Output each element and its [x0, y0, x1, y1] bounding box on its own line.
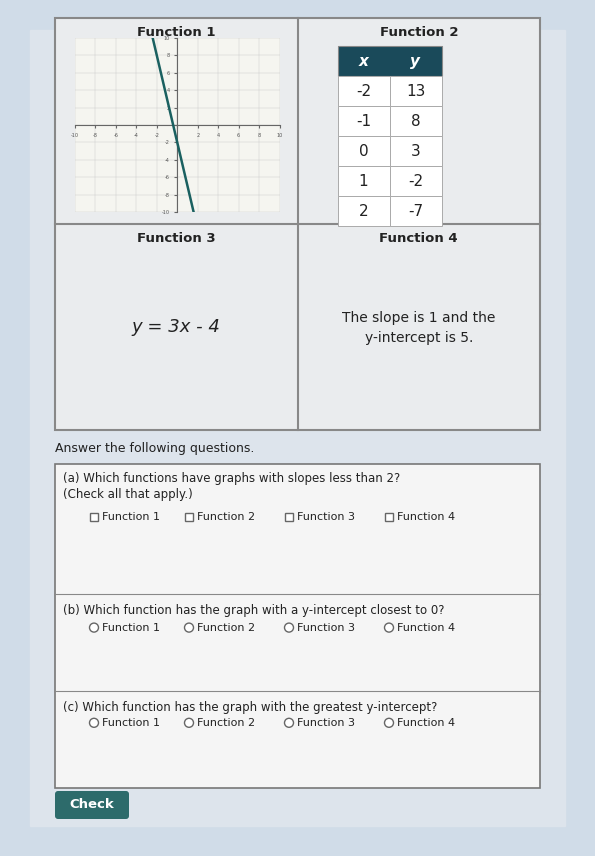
- Text: 2: 2: [359, 204, 368, 218]
- Text: 13: 13: [406, 84, 425, 98]
- Text: Function 4: Function 4: [397, 512, 455, 522]
- Bar: [337, 136, 390, 166]
- Bar: [337, 196, 390, 226]
- Text: y: y: [411, 54, 421, 68]
- Text: Function 3: Function 3: [297, 718, 355, 728]
- Bar: [337, 76, 390, 106]
- Bar: [90, 513, 98, 521]
- Bar: [30, 30, 565, 826]
- Bar: [390, 166, 441, 196]
- Text: Check: Check: [70, 799, 114, 811]
- Text: 3: 3: [411, 144, 421, 158]
- Text: (a) Which functions have graphs with slopes less than 2?: (a) Which functions have graphs with slo…: [63, 472, 400, 485]
- Bar: [337, 46, 441, 76]
- Text: 1: 1: [359, 174, 368, 188]
- Text: y = 3x - 4: y = 3x - 4: [132, 318, 221, 336]
- Text: Function 2: Function 2: [197, 622, 255, 633]
- Circle shape: [284, 623, 293, 632]
- Circle shape: [184, 718, 193, 728]
- Text: Function 2: Function 2: [197, 512, 255, 522]
- Text: Function 1: Function 1: [137, 26, 215, 39]
- Text: (Check all that apply.): (Check all that apply.): [63, 488, 193, 501]
- Text: -2: -2: [356, 84, 371, 98]
- Circle shape: [89, 718, 99, 728]
- FancyBboxPatch shape: [55, 791, 129, 819]
- Text: Function 2: Function 2: [197, 718, 255, 728]
- Text: -1: -1: [356, 114, 371, 128]
- Bar: [390, 136, 441, 166]
- Text: Function 3: Function 3: [297, 512, 355, 522]
- Circle shape: [284, 718, 293, 728]
- Circle shape: [384, 718, 393, 728]
- Text: (c) Which function has the graph with the greatest y-intercept?: (c) Which function has the graph with th…: [63, 701, 437, 714]
- Text: x: x: [359, 54, 368, 68]
- Text: 8: 8: [411, 114, 420, 128]
- Text: (b) Which function has the graph with a y-intercept closest to 0?: (b) Which function has the graph with a …: [63, 603, 444, 616]
- Bar: [55, 464, 540, 788]
- Text: Function 1: Function 1: [102, 512, 160, 522]
- Text: Function 3: Function 3: [137, 232, 215, 245]
- Text: Function 4: Function 4: [380, 232, 458, 245]
- Text: Function 1: Function 1: [102, 622, 160, 633]
- Circle shape: [384, 623, 393, 632]
- Text: Function 4: Function 4: [397, 718, 455, 728]
- Bar: [55, 18, 540, 430]
- Bar: [285, 513, 293, 521]
- Text: Function 1: Function 1: [102, 718, 160, 728]
- Text: -2: -2: [408, 174, 423, 188]
- Bar: [185, 513, 193, 521]
- Text: The slope is 1 and the: The slope is 1 and the: [342, 311, 496, 325]
- Bar: [337, 166, 390, 196]
- Text: Answer the following questions.: Answer the following questions.: [55, 442, 255, 455]
- Bar: [385, 513, 393, 521]
- Circle shape: [184, 623, 193, 632]
- Text: 0: 0: [359, 144, 368, 158]
- Circle shape: [89, 623, 99, 632]
- Bar: [390, 76, 441, 106]
- Text: y-intercept is 5.: y-intercept is 5.: [365, 331, 473, 345]
- Bar: [390, 196, 441, 226]
- Text: Function 2: Function 2: [380, 26, 458, 39]
- Bar: [390, 106, 441, 136]
- Text: -7: -7: [408, 204, 423, 218]
- Text: Function 3: Function 3: [297, 622, 355, 633]
- Bar: [337, 106, 390, 136]
- Text: Function 4: Function 4: [397, 622, 455, 633]
